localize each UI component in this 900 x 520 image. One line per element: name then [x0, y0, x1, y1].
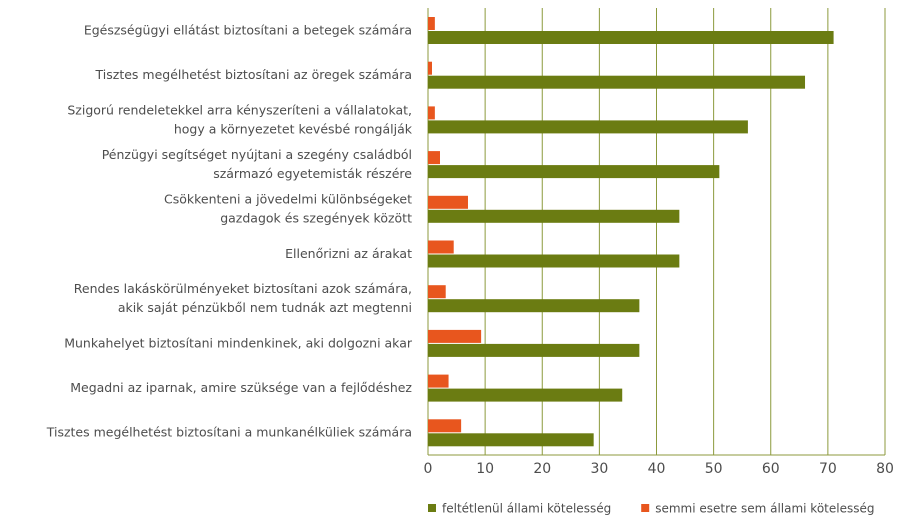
category-label: Tisztes megélhetést biztosítani az örege… [95, 67, 412, 82]
bar [428, 285, 446, 299]
x-tick-label: 60 [762, 461, 780, 477]
category-label-line: Pénzügyi segítséget nyújtani a szegény c… [102, 146, 412, 161]
category-label-line: Szigorú rendeletekkel arra kényszeríteni… [67, 102, 412, 117]
legend-swatch [641, 504, 650, 512]
category-label-line: hogy a környezetet kevésbé rongálják [174, 121, 413, 136]
category-label-line: Csökkenteni a jövedelmi különbségeket [164, 191, 412, 206]
bar [428, 61, 432, 75]
category-label-line: Tisztes megélhetést biztosítani az örege… [95, 67, 412, 82]
x-tick-label: 40 [648, 461, 666, 477]
bar [428, 209, 680, 223]
x-tick-label: 10 [476, 461, 494, 477]
bar [428, 165, 720, 179]
category-label: Tisztes megélhetést biztosítani a munkan… [46, 424, 412, 439]
category-label-line: Rendes lakáskörülményeket biztosítani az… [74, 281, 412, 296]
category-label-line: Egészségügyi ellátást biztosítani a bete… [84, 22, 412, 37]
legend-label: semmi esetre sem állami kötelesség [655, 502, 874, 516]
category-label: Ellenőrizni az árakat [285, 245, 412, 260]
category-label-line: Megadni az iparnak, amire szüksége van a… [70, 379, 412, 394]
x-tick-label: 80 [876, 461, 894, 477]
bar [428, 388, 623, 402]
bar [428, 240, 454, 254]
bar [428, 419, 462, 433]
bar [428, 195, 468, 209]
category-label-line: akik saját pénzükből nem tudnák azt megt… [118, 300, 412, 315]
bar [428, 374, 449, 388]
x-tick-label: 70 [819, 461, 837, 477]
bar [428, 433, 594, 447]
bar [428, 343, 640, 357]
category-label: Szigorú rendeletekkel arra kényszeríteni… [67, 102, 412, 136]
bar [428, 17, 435, 30]
bar [428, 151, 440, 165]
category-label: Munkahelyet biztosítani mindenkinek, aki… [64, 335, 413, 350]
category-label: Rendes lakáskörülményeket biztosítani az… [74, 281, 412, 315]
category-label: Egészségügyi ellátást biztosítani a bete… [84, 22, 412, 37]
bar [428, 299, 640, 313]
bar [428, 75, 806, 89]
x-tick-label: 0 [424, 461, 433, 477]
bar [428, 120, 748, 134]
bar [428, 254, 680, 268]
category-label-line: gazdagok és szegények között [220, 210, 412, 225]
x-tick-label: 30 [590, 461, 608, 477]
category-label-line: Ellenőrizni az árakat [285, 245, 412, 260]
category-label-line: származó egyetemisták részére [213, 165, 412, 180]
category-label: Csökkenteni a jövedelmi különbségeket gaz… [164, 191, 412, 225]
bar [428, 106, 435, 120]
category-label: Pénzügyi segítséget nyújtani a szegény c… [102, 146, 413, 180]
bar [428, 31, 834, 44]
category-label-line: Tisztes megélhetést biztosítani a munkan… [46, 424, 412, 439]
category-label-line: Munkahelyet biztosítani mindenkinek, aki… [64, 335, 413, 350]
legend-swatch [428, 504, 436, 512]
bar [428, 329, 482, 343]
x-tick-label: 50 [705, 461, 723, 477]
legend-label: feltétlenül állami kötelesség [442, 502, 611, 516]
x-tick-label: 20 [533, 461, 551, 477]
category-label: Megadni az iparnak, amire szüksége van a… [70, 379, 412, 394]
